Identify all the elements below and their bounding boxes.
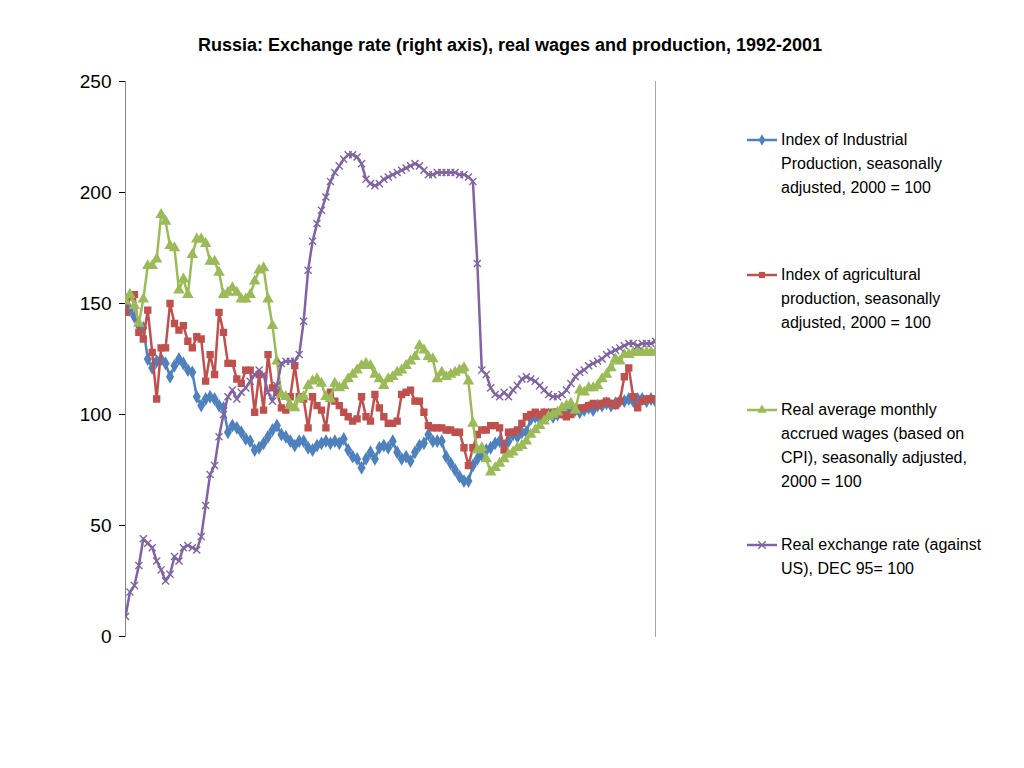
svg-text:150: 150 bbox=[80, 293, 112, 314]
html-text:Real exchange rate (against US: Real exchange rate (against US), DEC 95=… bbox=[781, 536, 982, 577]
svg-text:50: 50 bbox=[90, 515, 111, 536]
html-text:Russia: Exchange rate (right a: Russia: Exchange rate (right axis), real… bbox=[197, 35, 823, 55]
svg-text:0: 0 bbox=[101, 626, 112, 647]
svg-text:250: 250 bbox=[80, 71, 112, 92]
html-text:Index of agricultural producti: Index of agricultural production, season… bbox=[781, 266, 941, 331]
svg-text:100: 100 bbox=[80, 404, 112, 425]
html-text:Real average monthly accrued w: Real average monthly accrued wages (base… bbox=[781, 401, 967, 490]
svg-text:200: 200 bbox=[80, 182, 112, 203]
html-text:Index of Industrial Production: Index of Industrial Production, seasonal… bbox=[781, 131, 942, 196]
